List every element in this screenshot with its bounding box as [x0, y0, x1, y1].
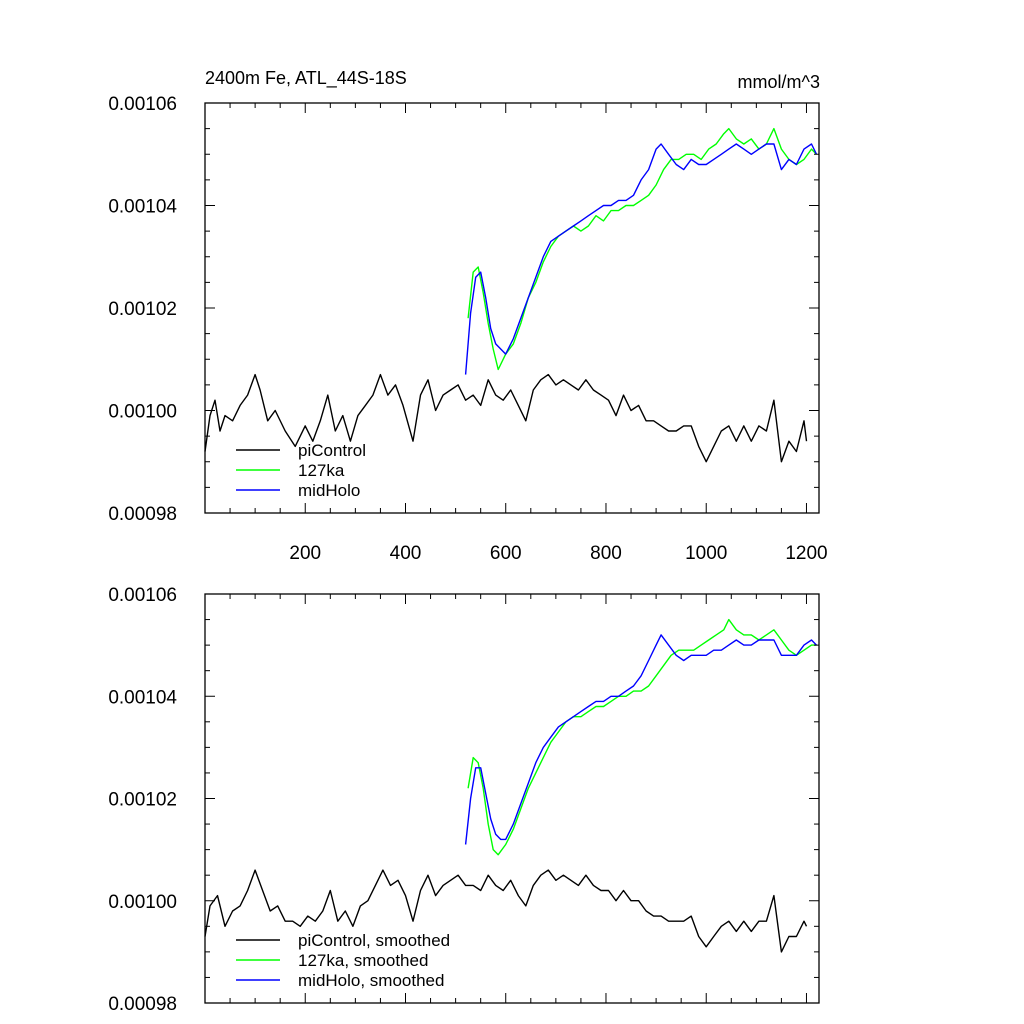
top-panel: 2400m Fe, ATL_44S-18S mmol/m^3 200 400 600… — [108, 68, 827, 564]
top-panel-series-group — [204, 127, 818, 463]
top-series-line-2 — [464, 143, 818, 375]
bottom-y-tick-label: 0.00100 — [108, 892, 177, 913]
top-y-tick-label: 0.00106 — [108, 94, 177, 115]
bottom-y-tick-label: 0.00104 — [108, 687, 177, 708]
top-x-tick-label: 800 — [590, 543, 622, 564]
bottom-y-tick-label: 0.00098 — [108, 994, 177, 1015]
top-x-tick-label: 200 — [289, 543, 321, 564]
top-panel-y-axis: 0.00098 0.00100 0.00102 0.00104 0.00106 — [108, 94, 819, 525]
top-legend-label-2: midHolo — [298, 481, 360, 500]
bottom-legend-label-2: midHolo, smoothed — [298, 971, 444, 990]
top-series-line-1 — [467, 127, 818, 371]
top-legend-label-1: 127ka — [298, 461, 345, 480]
top-x-tick-label: 400 — [390, 543, 422, 564]
bottom-panel-x-axis — [229, 594, 807, 1003]
bottom-legend-label-0: piControl, smoothed — [298, 931, 450, 950]
top-y-tick-label: 0.00098 — [108, 504, 177, 525]
bottom-y-tick-label: 0.00102 — [108, 790, 177, 811]
top-panel-units-label: mmol/m^3 — [738, 72, 820, 92]
bottom-series-line-1 — [467, 618, 817, 856]
top-y-tick-label: 0.00102 — [108, 299, 177, 320]
top-y-tick-label: 0.00104 — [108, 197, 177, 218]
top-x-tick-label: 1200 — [785, 543, 827, 564]
top-series-line-0 — [204, 373, 808, 463]
bottom-panel-series-group — [204, 618, 817, 953]
top-panel-x-axis: 200 400 600 800 1000 1200 — [229, 103, 828, 564]
top-legend-label-0: piControl — [298, 441, 366, 460]
bottom-panel-y-axis: 0.00098 0.00100 0.00102 0.00104 0.00106 — [108, 585, 819, 1015]
bottom-series-line-2 — [464, 634, 817, 845]
bottom-series-line-0 — [204, 869, 808, 953]
bottom-y-tick-label: 0.00106 — [108, 585, 177, 606]
bottom-legend-label-1: 127ka, smoothed — [298, 951, 428, 970]
top-panel-title: 2400m Fe, ATL_44S-18S — [205, 68, 407, 89]
top-x-tick-label: 1000 — [685, 543, 727, 564]
top-x-tick-label: 600 — [490, 543, 522, 564]
top-y-tick-label: 0.00100 — [108, 402, 177, 423]
bottom-panel: 0.00098 0.00100 0.00102 0.00104 0.00106 piCo… — [108, 585, 820, 1015]
